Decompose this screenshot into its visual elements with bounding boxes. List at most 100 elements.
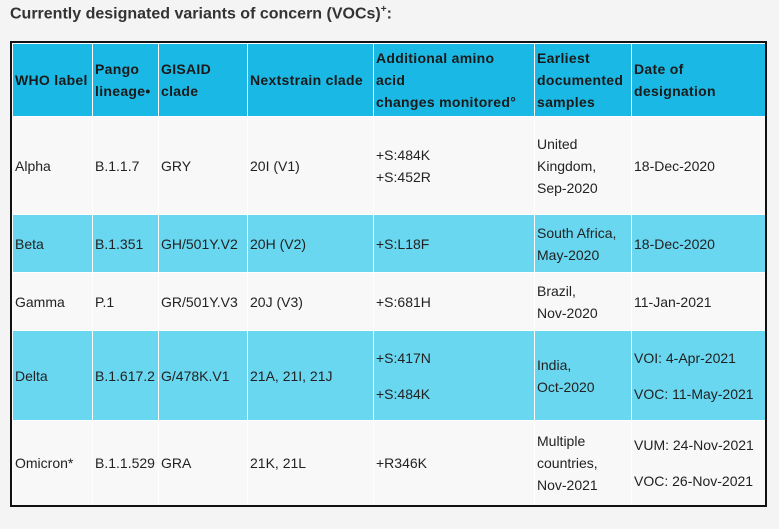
cell-gisaid: GRY: [158, 116, 248, 215]
cell-line: Oct-2020: [537, 378, 595, 395]
cell-pango: B.1.1.529: [92, 420, 159, 505]
cell-text: G/478K.V1: [161, 367, 230, 384]
cell-line: 18-Dec-2020: [634, 235, 715, 252]
page-title-suffix: :: [386, 5, 392, 23]
cell-line: Multiple: [537, 433, 586, 449]
table-row: Beta B.1.351 GH/501Y.V2 20H (V2) +S:L18F Sout…: [12, 214, 765, 273]
cell-date: 18-Dec-2020: [631, 214, 765, 273]
cell-line: +S:417N: [376, 349, 431, 366]
column-header-line: Additional amino: [376, 50, 495, 66]
cell-amino: +S:L18F: [373, 214, 535, 273]
cell-line: VOC: 26-Nov-2021: [634, 473, 754, 489]
cell-line: VUM: 24-Nov-2021: [634, 437, 754, 453]
cell-line: Nov-2020: [537, 304, 598, 321]
column-header-line: lineage•: [95, 83, 151, 99]
cell-nextstrain: 20H (V2): [247, 214, 374, 273]
cell-nextstrain: 20I (V1): [247, 116, 374, 215]
cell-line: United: [537, 135, 578, 152]
column-header-line: clade: [161, 83, 199, 99]
column-header-line: samples: [537, 94, 596, 110]
cell-text: Alpha: [15, 157, 51, 174]
table-row: Gamma P.1 GR/501Y.V3 20J (V3) +S:681H Brazil,…: [12, 272, 765, 331]
page-title: Currently designated variants of concern…: [10, 4, 392, 23]
table-row: Omicron* B.1.1.529 GRA 21K, 21L +R346K Multip…: [12, 420, 765, 505]
cell-earliest: Brazil, Nov-2020: [534, 272, 632, 331]
cell-who: Beta: [12, 214, 93, 273]
voc-table: WHO label Pango lineage• GISAID clade Nextstr…: [12, 43, 765, 505]
cell-date: 11-Jan-2021: [631, 272, 765, 331]
cell-text: 20I (V1): [250, 157, 300, 174]
cell-amino: +S:681H: [373, 272, 535, 331]
cell-text: Beta: [15, 235, 44, 252]
column-header-line: WHO label: [15, 72, 88, 88]
cell-line: +R346K: [376, 455, 427, 471]
page-title-text: Currently designated variants of concern…: [10, 5, 381, 23]
column-header-line: Date of: [634, 61, 684, 77]
cell-pango: B.1.617.2: [92, 330, 159, 421]
cell-text: GRY: [161, 157, 192, 174]
cell-date: VOI: 4-Apr-2021 VOC: 11-May-2021: [631, 330, 765, 421]
column-header-pango-lineage: Pango lineage•: [92, 43, 159, 117]
cell-line: VOC: 11-May-2021: [634, 385, 754, 402]
table-header-row: WHO label Pango lineage• GISAID clade Nextstr…: [12, 43, 765, 117]
cell-line: countries,: [537, 455, 598, 471]
column-header-line: documented: [537, 72, 624, 88]
cell-line: +S:681H: [376, 293, 431, 310]
cell-text: GR/501Y.V3: [161, 293, 238, 310]
cell-text: Delta: [15, 367, 48, 384]
column-header-date-of-designation: Date of designation: [631, 43, 765, 117]
cell-line: +S:452R: [376, 168, 431, 185]
cell-earliest: India, Oct-2020: [534, 330, 632, 421]
cell-gisaid: GR/501Y.V3: [158, 272, 248, 331]
cell-text: P.1: [95, 293, 115, 310]
cell-text: B.1.1.529: [95, 455, 155, 471]
column-header-line: Pango: [95, 61, 140, 77]
column-header-nextstrain-clade: Nextstrain clade: [247, 43, 374, 117]
column-header-who-label: WHO label: [12, 43, 93, 117]
cell-text: 21K, 21L: [250, 455, 307, 471]
cell-line: South Africa,: [537, 224, 617, 241]
table-row: Delta B.1.617.2 G/478K.V1 21A, 21I, 21J +S:4…: [12, 330, 765, 421]
cell-amino: +S:484K +S:452R: [373, 116, 535, 215]
cell-pango: B.1.351: [92, 214, 159, 273]
cell-amino: +S:417N +S:484K: [373, 330, 535, 421]
cell-line: India,: [537, 356, 572, 373]
cell-text: GH/501Y.V2: [161, 235, 238, 252]
column-header-line: GISAID: [161, 61, 212, 77]
cell-line: +S:484K: [376, 385, 431, 402]
cell-date: VUM: 24-Nov-2021 VOC: 26-Nov-2021: [631, 420, 765, 505]
cell-text: B.1.351: [95, 235, 144, 252]
column-header-amino-acid-changes: Additional amino acid changes monitored°: [373, 43, 535, 117]
cell-who: Gamma: [12, 272, 93, 331]
cell-text: 20J (V3): [250, 293, 303, 310]
cell-line: Sep-2020: [537, 179, 598, 196]
cell-who: Omicron*: [12, 420, 93, 505]
cell-nextstrain: 20J (V3): [247, 272, 374, 331]
cell-earliest: United Kingdom, Sep-2020: [534, 116, 632, 215]
cell-who: Alpha: [12, 116, 93, 215]
cell-line: Brazil,: [537, 282, 576, 299]
cell-earliest: South Africa, May-2020: [534, 214, 632, 273]
table-body: Alpha B.1.1.7 GRY 20I (V1) +S:484K +S:452R Uni…: [12, 116, 765, 505]
cell-nextstrain: 21A, 21I, 21J: [247, 330, 374, 421]
cell-gisaid: GH/501Y.V2: [158, 214, 248, 273]
column-header-line: designation: [634, 83, 716, 99]
column-header-line: Earliest: [537, 50, 590, 66]
cell-line: May-2020: [537, 246, 600, 263]
cell-pango: B.1.1.7: [92, 116, 159, 215]
cell-text: B.1.1.7: [95, 157, 140, 174]
table-row: Alpha B.1.1.7 GRY 20I (V1) +S:484K +S:452R Uni…: [12, 116, 765, 215]
cell-date: 18-Dec-2020: [631, 116, 765, 215]
cell-line: +S:484K: [376, 146, 431, 163]
cell-text: Omicron*: [15, 455, 74, 471]
column-header-line: changes monitored°: [376, 94, 517, 110]
column-header-line: Nextstrain clade: [250, 72, 363, 88]
column-header-line: acid: [376, 72, 406, 88]
column-header-gisaid-clade: GISAID clade: [158, 43, 248, 117]
cell-line: +S:L18F: [376, 235, 430, 252]
voc-table-container: WHO label Pango lineage• GISAID clade Nextstr…: [10, 41, 767, 507]
cell-line: Kingdom,: [537, 157, 597, 174]
cell-gisaid: G/478K.V1: [158, 330, 248, 421]
column-header-earliest-samples: Earliest documented samples: [534, 43, 632, 117]
cell-line: 11-Jan-2021: [634, 293, 712, 310]
